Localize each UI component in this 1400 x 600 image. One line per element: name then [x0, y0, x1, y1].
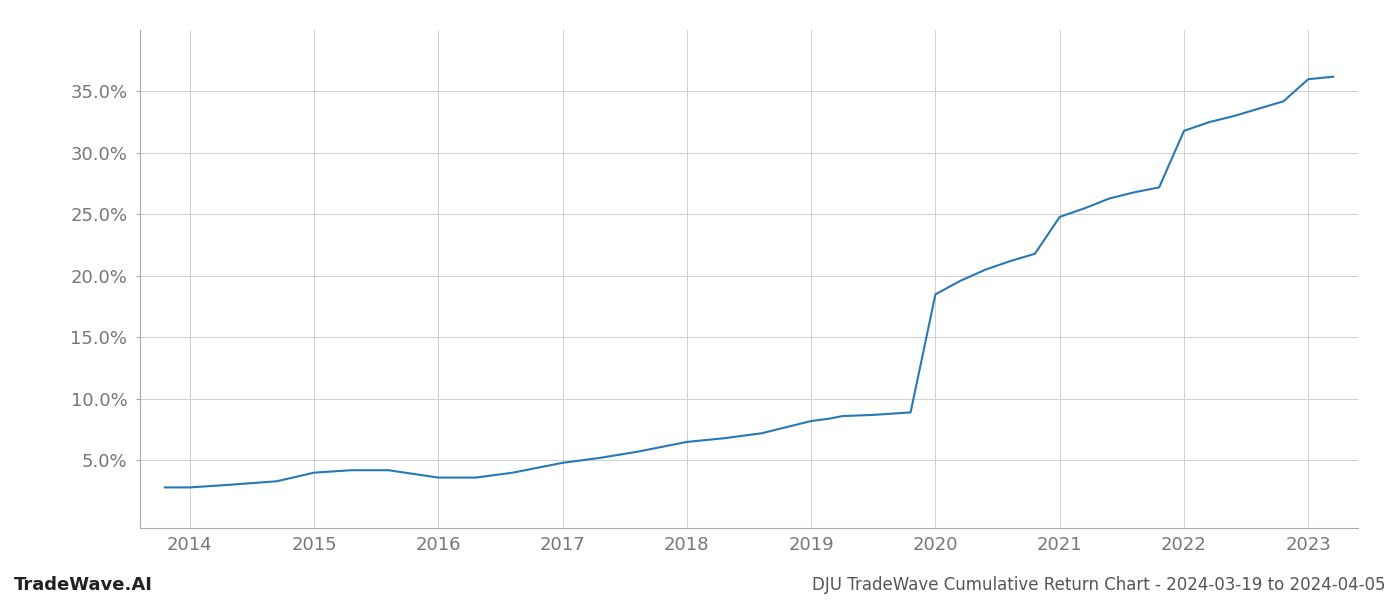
Text: TradeWave.AI: TradeWave.AI: [14, 576, 153, 594]
Text: DJU TradeWave Cumulative Return Chart - 2024-03-19 to 2024-04-05: DJU TradeWave Cumulative Return Chart - …: [812, 576, 1386, 594]
